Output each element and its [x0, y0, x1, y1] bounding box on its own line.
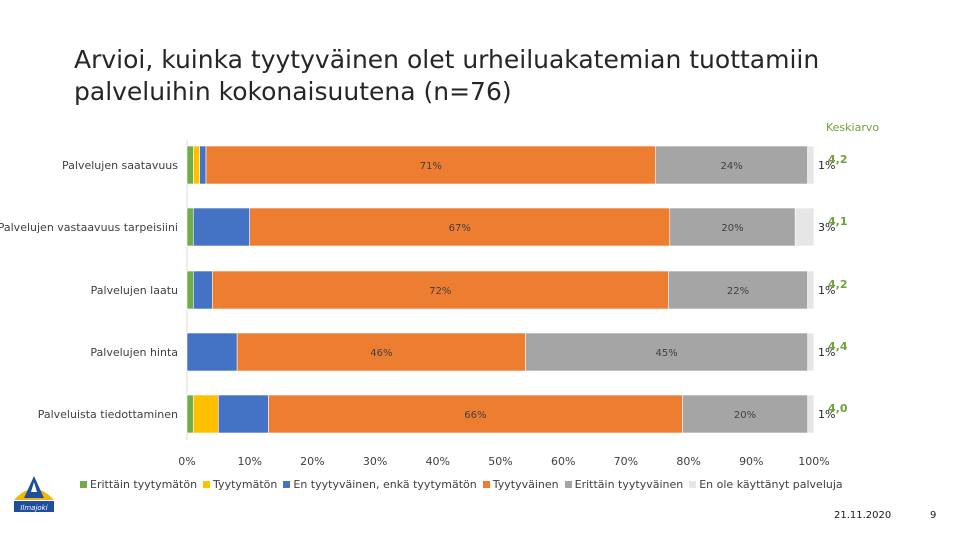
- category-label: Palvelujen vastaavuus tarpeisiini: [0, 221, 178, 234]
- chart-legend: Erittäin tyytymätön Tyytymätön En tyytyväi…: [80, 478, 843, 491]
- bar-segment-neutral: [186, 332, 238, 372]
- slide-title: Arvioi, kuinka tyytyväinen olet urheilua…: [74, 44, 834, 108]
- bar-segment-very-dissatisfied: [186, 145, 194, 185]
- data-label: 72%: [429, 286, 451, 297]
- bar-segment-satisfied: [268, 394, 683, 434]
- average-value: 4,1: [828, 215, 848, 228]
- bar-segment-very-satisfied: [525, 332, 809, 372]
- legend-swatch: [283, 481, 291, 488]
- legend-swatch: [482, 481, 490, 488]
- bar-segment-neutral: [193, 270, 213, 310]
- legend-item-neutral: En tyytyväinen, enkä tyytymätön: [283, 478, 477, 491]
- data-label: 1%: [818, 159, 835, 172]
- legend-swatch: [564, 481, 572, 488]
- x-tick-label: 20%: [300, 455, 324, 468]
- data-label: 24%: [721, 161, 743, 172]
- legend-label: Erittäin tyytymätön: [90, 478, 198, 491]
- average-value: 4,0: [828, 402, 848, 415]
- bar-segment-satisfied: [212, 270, 669, 310]
- data-label: 1%: [818, 408, 835, 421]
- bar-segment-very-dissatisfied: [186, 394, 194, 434]
- title-line-2: palveluihin kokonaisuutena (n=76): [74, 77, 512, 106]
- bar-segment-very-satisfied: [669, 207, 796, 247]
- data-label: 45%: [656, 348, 678, 359]
- data-label: 3%: [818, 221, 835, 234]
- bar-segment-not-used: [807, 394, 815, 434]
- data-label: 71%: [420, 161, 442, 172]
- x-tick-label: 100%: [798, 455, 829, 468]
- bar-segment-neutral: [218, 394, 269, 434]
- legend-item-not-used: En ole käyttänyt palveluja: [689, 478, 843, 491]
- bar-segment-dissatisfied: [193, 145, 200, 185]
- logo-text: Ilmajoki: [20, 504, 47, 512]
- average-value: 4,2: [828, 153, 848, 166]
- bar-segment-very-satisfied: [655, 145, 808, 185]
- bar-segment-not-used: [807, 270, 815, 310]
- legend-label: Erittäin tyytyväinen: [574, 478, 684, 491]
- bar-segment-dissatisfied: [192, 394, 219, 434]
- category-label: Palveluista tiedottaminen: [38, 408, 178, 421]
- x-tick-label: 80%: [676, 455, 700, 468]
- data-label: 46%: [370, 348, 392, 359]
- x-tick-label: 60%: [551, 455, 575, 468]
- average-value: 4,4: [828, 340, 848, 353]
- bar-segment-very-dissatisfied: [186, 207, 194, 247]
- category-label: Palvelujen laatu: [91, 284, 178, 297]
- x-tick-label: 40%: [426, 455, 450, 468]
- data-label: 22%: [727, 286, 749, 297]
- bar-segment-satisfied: [249, 207, 671, 247]
- x-tick-label: 70%: [614, 455, 638, 468]
- bar-segment-very-dissatisfied: [186, 270, 194, 310]
- data-label: 66%: [464, 410, 486, 421]
- x-tick-label: 30%: [363, 455, 387, 468]
- title-line-1: Arvioi, kuinka tyytyväinen olet urheilua…: [74, 45, 820, 74]
- legend-label: Tyytymätön: [213, 478, 278, 491]
- legend-swatch: [80, 481, 87, 488]
- bar-segment-very-satisfied: [682, 394, 809, 434]
- x-tick-label: 50%: [488, 455, 512, 468]
- legend-label: Tyytyväinen: [492, 478, 559, 491]
- average-value: 4,2: [828, 278, 848, 291]
- x-tick-label: 10%: [237, 455, 261, 468]
- category-label: Palvelujen hinta: [90, 346, 178, 359]
- legend-item-satisfied: Tyytyväinen: [482, 478, 559, 491]
- legend-item-dissatisfied: Tyytymätön: [203, 478, 277, 491]
- slide-date: 21.11.2020: [834, 510, 892, 521]
- legend-item-very-dissatisfied: Erittäin tyytymätön: [80, 478, 197, 491]
- data-label: 20%: [734, 410, 756, 421]
- data-label: 1%: [818, 346, 835, 359]
- data-label: 1%: [818, 284, 835, 297]
- bar-segment-neutral: [199, 145, 207, 185]
- bar-segment-not-used: [807, 145, 815, 185]
- bar-segment-satisfied: [205, 145, 656, 185]
- legend-label: En tyytyväinen, enkä tyytymätön: [293, 478, 477, 491]
- x-tick-label: 90%: [739, 455, 763, 468]
- bar-segment-not-used: [807, 332, 815, 372]
- data-label: 20%: [721, 223, 743, 234]
- legend-swatch: [203, 481, 211, 488]
- legend-swatch: [689, 481, 697, 488]
- category-label: Palvelujen saatavuus: [62, 159, 178, 172]
- bar-segment-satisfied: [236, 332, 526, 372]
- slide-page-number: 9: [930, 510, 937, 521]
- legend-item-very-satisfied: Erittäin tyytyväinen: [564, 478, 684, 491]
- academy-logo: Ilmajoki: [14, 476, 54, 512]
- bar-segment-not-used: [794, 207, 815, 247]
- data-label: 67%: [449, 223, 471, 234]
- legend-label: En ole käyttänyt palveluja: [699, 478, 843, 491]
- x-tick-label: 0%: [178, 455, 195, 468]
- bar-segment-neutral: [192, 207, 251, 247]
- average-header: Keskiarvo: [826, 121, 880, 134]
- bar-segment-very-satisfied: [668, 270, 808, 310]
